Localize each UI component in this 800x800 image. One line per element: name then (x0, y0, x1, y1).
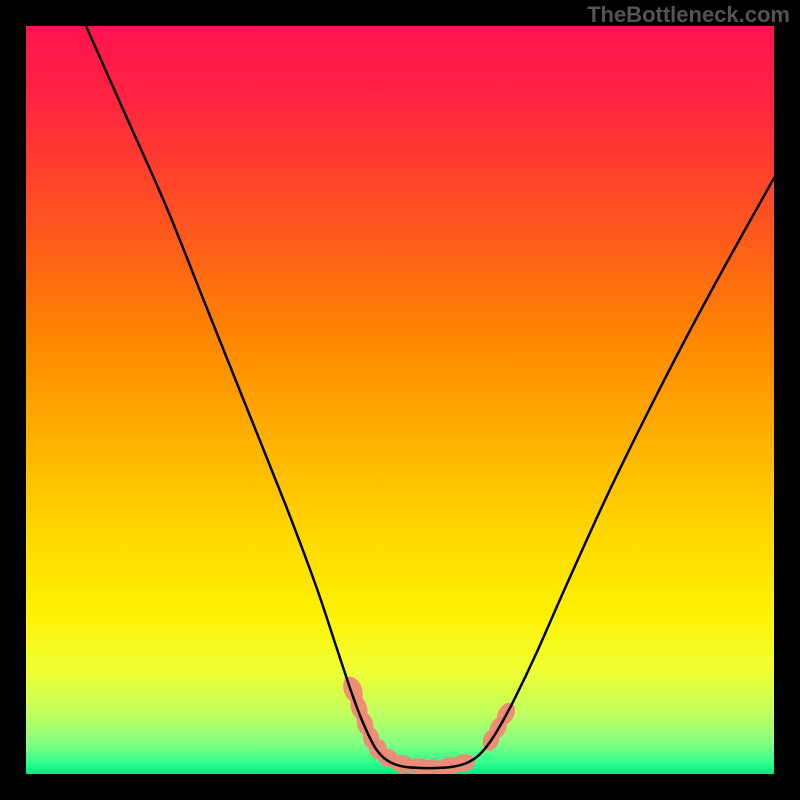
watermark-label: TheBottleneck.com (587, 2, 790, 28)
curve-highlight-blobs (339, 674, 518, 774)
plot-area (26, 26, 774, 774)
v-curve-line (86, 26, 774, 768)
chart-frame: TheBottleneck.com (0, 0, 800, 800)
bottleneck-curve (26, 26, 774, 774)
